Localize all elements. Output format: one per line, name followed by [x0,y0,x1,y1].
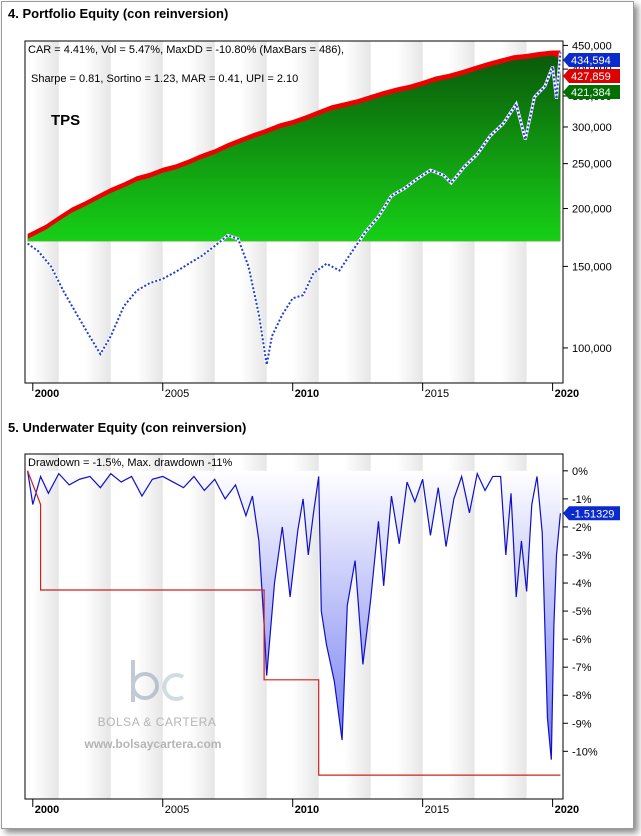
equity-area [27,55,561,242]
equity-plot-area [26,50,562,365]
benchmark-line [27,52,562,365]
underwater-x-tick-label: 2000 [35,804,59,816]
equity-y-tick-label: 200,000 [572,204,612,216]
underwater-y-tick-label: -4% [572,578,592,590]
underwater-y-tick-label: -7% [572,662,592,674]
underwater-panel: 0% -1% -2% -3% -4% -5% -6% -7% -8% -9% -10% 2000 200… [24,453,620,816]
equity-value-tag-label: 434,594 [571,55,611,67]
underwater-plot-area [27,470,561,776]
underwater-value-tag [563,506,620,521]
underwater-year-band [32,454,59,799]
equity-value-tag-label: 427,859 [571,71,611,83]
equity-annotation: TPS [51,112,80,129]
underwater-y-tick-label: -9% [572,718,592,730]
underwater-y-tick-label: 0% [572,466,588,478]
underwater-y-tick-label: -6% [572,634,592,646]
equity-y-tick-label: 150,000 [572,261,612,273]
underwater-stats-line-1: Drawdown = -1.5%, Max. drawdown -11% [28,457,233,469]
underwater-value-tag-label: -1.51329 [571,508,614,520]
underwater-x-tick-label: 2015 [425,804,449,816]
underwater-y-tick-label: -10% [572,746,598,758]
section-title-underwater: 5. Underwater Equity (con reinversion) [8,420,247,435]
equity-value-tag [563,53,620,67]
equity-year-band [32,41,59,383]
equity-stats-line-2: Sharpe = 0.81, Sortino = 1.23, MAR = 0.4… [31,73,298,85]
equity-x-tick-label: 2020 [555,388,579,400]
underwater-x-tick-label: 2020 [555,804,579,816]
equity-plot-frame [24,40,564,384]
equity-x-tick-label: 2000 [35,388,59,400]
equity-value-tag [563,69,620,83]
equity-x-tick-label: 2005 [165,388,189,400]
section-title-equity: 4. Portfolio Equity (con reinversion) [8,6,229,21]
max-drawdown-line [27,470,561,776]
equity-stats-line-1: CAR = 4.41%, Vol = 5.47%, MaxDD = -10.80… [28,44,344,56]
equity-x-tick-label: 2015 [425,388,449,400]
equity-y-tick-label: 300,000 [572,122,612,134]
drawdown-area [27,470,561,760]
equity-x-tick-label: 2010 [295,388,319,400]
underwater-year-band [84,454,111,799]
underwater-y-tick-label: -5% [572,606,592,618]
underwater-y-tick-label: -1% [572,494,592,506]
equity-value-tag-label: 421,384 [571,87,611,99]
equity-y-tick-label: 100,000 [572,343,612,355]
underwater-x-tick-label: 2005 [165,804,189,816]
underwater-y-tick-label: -8% [572,690,592,702]
equity-value-tag [563,85,620,99]
drawdown-line [27,470,561,760]
underwater-year-band [188,454,215,799]
underwater-y-tick-label: -2% [572,522,592,534]
underwater-year-band [136,454,163,799]
equity-panel: 100,000150,000200,000250,000300,000350,0… [24,40,620,400]
underwater-plot-frame [24,453,564,800]
equity-y-tick-label: 450,000 [572,40,612,52]
underwater-y-tick-label: -3% [572,550,592,562]
underwater-x-tick-label: 2010 [295,804,319,816]
equity-y-tick-label: 250,000 [572,159,612,171]
